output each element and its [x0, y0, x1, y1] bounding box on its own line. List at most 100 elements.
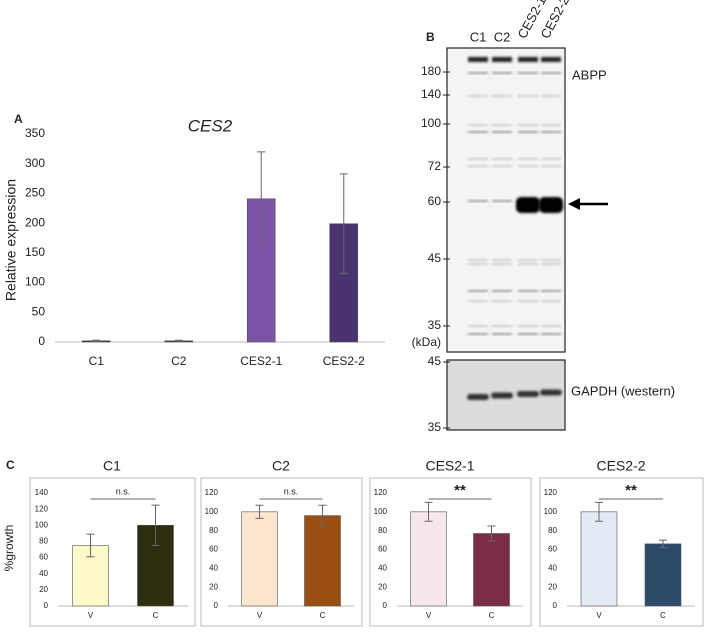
y-axis-label: Relative expression	[3, 179, 19, 301]
y-tick-label: 0	[214, 601, 219, 610]
panel-frame	[29, 477, 196, 627]
y-tick-label: 50	[32, 304, 46, 318]
band	[492, 158, 512, 160]
band	[492, 290, 512, 292]
band	[468, 290, 488, 292]
y-tick-label: 0	[383, 601, 388, 610]
y-tick-label: 140	[35, 488, 49, 497]
bar	[241, 511, 278, 607]
band	[492, 259, 512, 261]
y-tick-label: 60	[39, 553, 48, 562]
lane-label: C1	[470, 29, 487, 44]
band	[468, 72, 488, 74]
panel-frame	[539, 477, 704, 627]
y-tick-label: 350	[25, 126, 45, 140]
error-bar	[174, 339, 183, 342]
mw-marker-label: 60	[428, 194, 442, 208]
panel-frame	[369, 477, 532, 627]
mw-marker-label: 45	[428, 251, 442, 265]
band	[541, 263, 561, 265]
band	[492, 72, 512, 74]
x-tick-label: V	[257, 611, 263, 620]
chart-title: CES2-2	[596, 458, 645, 474]
band	[541, 290, 561, 292]
lane-label: C2	[494, 29, 511, 44]
bar	[473, 533, 510, 607]
y-tick-label: 200	[25, 215, 45, 229]
y-tick-label: 150	[25, 245, 45, 259]
band	[541, 158, 561, 160]
y-tick-label: 20	[39, 585, 48, 594]
band	[492, 131, 512, 133]
band	[492, 325, 512, 327]
y-axis-label: %growth	[2, 525, 16, 572]
band	[541, 95, 561, 97]
band	[518, 300, 538, 302]
y-tick-label: 40	[209, 563, 218, 572]
band	[517, 391, 539, 397]
y-tick-label: 0	[44, 601, 49, 610]
x-tick-label: C	[153, 611, 159, 620]
band	[518, 72, 538, 74]
error-bar	[255, 504, 264, 519]
y-tick-label: 20	[209, 582, 218, 591]
chart-title: C1	[103, 458, 121, 474]
band	[518, 158, 538, 160]
error-bar	[659, 539, 667, 549]
band	[518, 325, 538, 327]
y-tick-label: 80	[548, 526, 557, 535]
mw-marker-label: 72	[428, 159, 442, 173]
band	[540, 389, 562, 396]
band	[468, 124, 488, 126]
chart-title: CES2-1	[425, 458, 474, 474]
band	[468, 200, 488, 202]
band	[467, 394, 489, 400]
y-tick-label: 80	[39, 537, 48, 546]
band	[541, 325, 561, 327]
band	[492, 124, 512, 126]
band	[518, 95, 538, 97]
band	[541, 165, 561, 167]
band	[492, 165, 512, 167]
band	[541, 131, 561, 133]
panel-label: C	[6, 458, 15, 472]
x-tick-label: C	[660, 611, 666, 620]
error-bar	[487, 525, 496, 542]
band	[541, 124, 561, 126]
band	[518, 131, 538, 133]
panel-label: A	[14, 112, 23, 126]
band	[516, 197, 540, 213]
band	[468, 158, 488, 160]
band	[518, 259, 538, 261]
band	[541, 57, 561, 62]
y-tick-label: 0	[553, 601, 558, 610]
band	[518, 263, 538, 265]
mw-marker-label: 100	[421, 116, 441, 130]
x-tick-label: V	[88, 611, 94, 620]
y-tick-label: 60	[378, 545, 387, 554]
y-tick-label: 120	[374, 488, 388, 497]
error-bar	[424, 501, 433, 522]
band	[468, 333, 488, 335]
mw-marker-label: 140	[421, 87, 441, 101]
band	[468, 300, 488, 302]
y-tick-label: 60	[548, 545, 557, 554]
mw-marker-label: 180	[421, 64, 441, 78]
mw-marker-label: 45	[428, 354, 442, 368]
significance-label: **	[454, 482, 466, 499]
blot-label: ABPP	[572, 67, 607, 82]
band	[518, 57, 538, 62]
error-bar	[92, 339, 101, 342]
band	[468, 165, 488, 167]
x-tick-label: C2	[171, 354, 187, 368]
y-tick-label: 250	[25, 186, 45, 200]
y-tick-label: 0	[38, 334, 45, 348]
error-bar	[257, 151, 266, 247]
band	[539, 197, 563, 213]
error-bar	[339, 173, 348, 275]
x-tick-label: C	[489, 611, 495, 620]
band	[468, 95, 488, 97]
bar	[137, 524, 174, 607]
band	[541, 300, 561, 302]
y-tick-label: 40	[378, 563, 387, 572]
